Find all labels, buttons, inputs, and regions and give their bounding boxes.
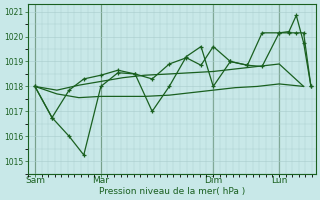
X-axis label: Pression niveau de la mer( hPa ): Pression niveau de la mer( hPa ) [99,187,245,196]
